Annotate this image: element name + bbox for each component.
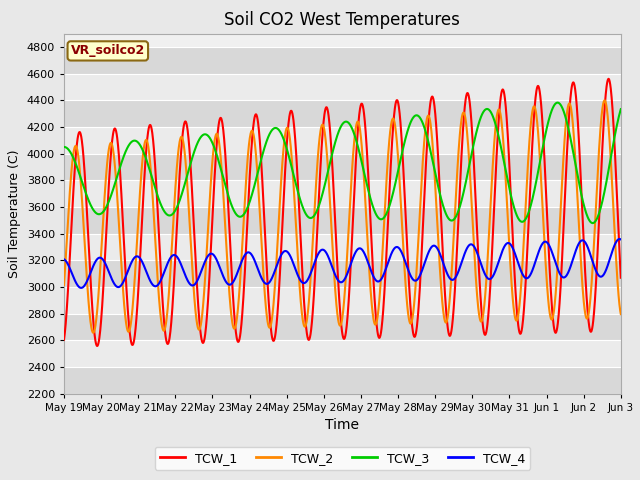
TCW_3 <box>617 106 625 112</box>
TCW_2 <box>602 98 609 104</box>
TCW_1 <box>601 105 609 111</box>
Line: TCW_1: TCW_1 <box>64 79 621 346</box>
TCW_3 <box>554 100 561 106</box>
TCW_4 <box>499 247 506 253</box>
Legend: TCW_1, TCW_2, TCW_3, TCW_4: TCW_1, TCW_2, TCW_3, TCW_4 <box>155 447 530 469</box>
Bar <box>64 234 621 260</box>
TCW_2 <box>331 284 339 290</box>
TCW_2 <box>316 130 324 135</box>
Y-axis label: Soil Temperature (C): Soil Temperature (C) <box>8 149 21 278</box>
TCW_1 <box>316 168 324 173</box>
Bar <box>64 100 621 127</box>
TCW_4 <box>601 270 609 276</box>
TCW_3 <box>499 151 506 157</box>
TCW_2 <box>617 311 625 317</box>
TCW_2 <box>88 329 96 335</box>
TCW_3 <box>331 141 339 147</box>
TCW_2 <box>60 282 68 288</box>
TCW_3 <box>589 220 596 226</box>
Line: TCW_2: TCW_2 <box>64 100 621 333</box>
Bar <box>64 260 621 287</box>
TCW_1 <box>605 76 612 82</box>
Bar <box>64 180 621 207</box>
TCW_1 <box>60 337 68 343</box>
TCW_3 <box>602 185 609 191</box>
TCW_3 <box>316 200 324 205</box>
Bar <box>64 287 621 313</box>
Bar <box>64 340 621 367</box>
X-axis label: Time: Time <box>325 418 360 432</box>
TCW_2 <box>90 330 97 336</box>
Line: TCW_3: TCW_3 <box>64 103 621 223</box>
TCW_4 <box>316 248 324 254</box>
Bar <box>64 367 621 394</box>
TCW_3 <box>60 144 68 150</box>
Bar <box>64 73 621 100</box>
TCW_4 <box>60 256 68 262</box>
Text: VR_soilco2: VR_soilco2 <box>70 44 145 58</box>
TCW_1 <box>601 101 609 107</box>
TCW_1 <box>499 86 506 92</box>
Title: Soil CO2 West Temperatures: Soil CO2 West Temperatures <box>225 11 460 29</box>
TCW_2 <box>601 97 609 103</box>
TCW_2 <box>601 97 609 103</box>
TCW_4 <box>616 236 623 242</box>
TCW_4 <box>601 270 609 276</box>
TCW_1 <box>331 216 339 222</box>
TCW_4 <box>77 285 85 291</box>
Bar <box>64 313 621 340</box>
TCW_1 <box>93 343 101 349</box>
TCW_1 <box>88 307 96 312</box>
Bar <box>64 47 621 73</box>
TCW_3 <box>601 187 609 192</box>
Bar <box>64 207 621 234</box>
TCW_4 <box>617 237 625 242</box>
TCW_4 <box>331 272 339 277</box>
Bar <box>64 127 621 154</box>
TCW_2 <box>499 131 506 137</box>
TCW_1 <box>617 275 625 281</box>
Bar <box>64 154 621 180</box>
Line: TCW_4: TCW_4 <box>64 239 621 288</box>
TCW_3 <box>88 205 96 211</box>
TCW_4 <box>89 264 97 270</box>
